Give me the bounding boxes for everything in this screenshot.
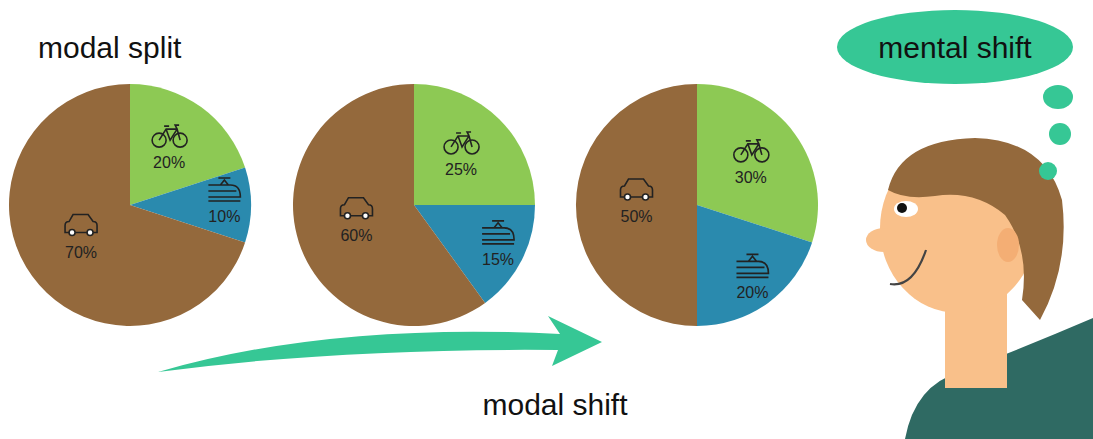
thought-dot	[1039, 162, 1057, 180]
nose	[866, 228, 902, 252]
car-icon	[65, 215, 97, 236]
bike-wheel	[444, 140, 458, 154]
smile	[890, 250, 926, 284]
train-body	[736, 254, 768, 277]
data-label: 25%	[445, 161, 477, 178]
thought-bubble	[837, 10, 1073, 84]
train-icon	[208, 178, 240, 201]
data-label: 10%	[208, 208, 240, 225]
shift-arrow	[158, 316, 602, 372]
car-icon	[340, 198, 372, 219]
car-wheel	[344, 213, 350, 219]
pie-slice	[576, 84, 697, 326]
data-label: 70%	[65, 244, 97, 261]
annotation: modal split	[38, 31, 182, 64]
car-wheel	[625, 194, 631, 200]
data-label: 15%	[482, 251, 514, 268]
annotation: modal shift	[482, 388, 628, 421]
pie-slice	[697, 205, 812, 326]
train-body	[208, 178, 240, 201]
bike-wheel	[465, 140, 479, 154]
person	[866, 138, 1093, 439]
bike-icon	[734, 140, 769, 162]
thought-dot	[1049, 123, 1071, 145]
slices	[293, 84, 535, 326]
car-wheel	[643, 194, 649, 200]
pupil	[897, 203, 907, 213]
data-label: 60%	[340, 227, 372, 244]
slices	[9, 84, 251, 326]
pie-chart: 25% 15% 60%	[293, 84, 535, 326]
bike-icon	[444, 132, 479, 154]
car-wheel	[87, 230, 93, 236]
annotation: mental shift	[878, 31, 1032, 64]
pie-slice	[293, 84, 485, 326]
thought-dot	[1043, 85, 1073, 109]
data-label: 30%	[735, 169, 767, 186]
bike-icon	[152, 125, 187, 147]
bike-frame	[159, 125, 180, 140]
bike-frame	[741, 140, 762, 155]
train-body	[482, 221, 514, 244]
slices	[576, 84, 818, 326]
bike-frame	[451, 132, 472, 147]
car-icon	[621, 179, 653, 200]
pie-slice	[414, 84, 535, 205]
car-wheel	[362, 213, 368, 219]
train-icon	[736, 254, 768, 277]
ear	[997, 228, 1019, 262]
hair	[888, 138, 1064, 320]
pie-chart: 20% 10% 70%	[9, 84, 251, 326]
train-icon	[482, 221, 514, 244]
eye	[894, 201, 918, 217]
data-label: 50%	[620, 208, 652, 225]
data-label: 20%	[153, 154, 185, 171]
car-wheel	[69, 230, 75, 236]
data-label: 20%	[736, 284, 768, 301]
pie-chart: 30% 20% 50%	[576, 84, 818, 326]
pie-slice	[9, 84, 245, 326]
